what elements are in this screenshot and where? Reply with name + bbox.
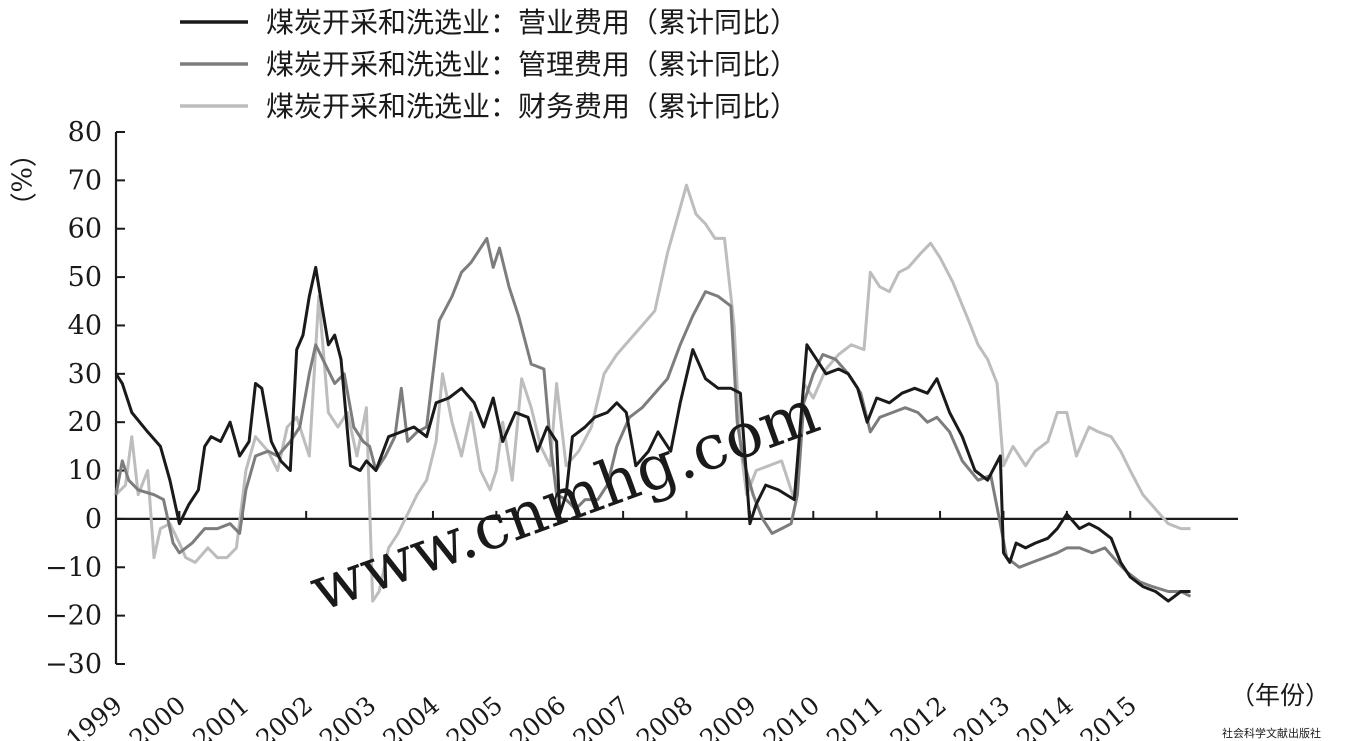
chart-legend: 煤炭开采和洗选业：营业费用（累计同比） 煤炭开采和洗选业：管理费用（累计同比） 煤炭… (180, 6, 798, 123)
x-tick-label: 2014 (1011, 690, 1078, 741)
publisher-mark: 社会科学文献出版社 (1222, 726, 1321, 740)
series-line-3 (114, 183, 1191, 603)
y-axis-unit: （%） (5, 140, 37, 220)
series-line-2 (114, 236, 1192, 598)
x-tick-label: 2002 (251, 690, 318, 741)
x-tick-label: 2009 (694, 690, 761, 741)
y-tick-label: 70 (68, 165, 102, 196)
y-tick-label: 80 (68, 117, 102, 148)
y-tick-label: −10 (45, 552, 102, 583)
x-tick-label: 2004 (377, 690, 444, 741)
x-tick-label: 2000 (124, 690, 191, 741)
y-tick-label: 10 (68, 456, 102, 487)
y-tick-label: 40 (68, 310, 102, 341)
y-tick-label: 60 (68, 214, 102, 245)
x-tick-label: 1999 (60, 690, 127, 741)
y-tick-label: 20 (68, 407, 102, 438)
x-tick-label: 2005 (441, 690, 508, 741)
x-tick-label: 2012 (885, 690, 952, 741)
x-tick-label: 2015 (1075, 690, 1142, 741)
y-axis: 80 70 60 50 40 30 20 10 0 −10 −20 −30 (45, 117, 125, 680)
legend-label: 煤炭开采和洗选业：管理费用（累计同比） (266, 48, 798, 81)
x-tick-label: 2007 (568, 690, 635, 741)
y-tick-label: 30 (68, 359, 102, 390)
x-axis-unit: （年份） (1230, 681, 1330, 710)
y-tick-label: −20 (45, 601, 102, 632)
x-tick-label: 2008 (631, 690, 698, 741)
y-tick-label: 50 (68, 262, 102, 293)
legend-label: 煤炭开采和洗选业：营业费用（累计同比） (266, 6, 798, 39)
x-tick-label: 2003 (314, 690, 381, 741)
x-tick-label: 2006 (504, 690, 571, 741)
y-tick-label: −30 (45, 649, 102, 680)
y-tick-label: 0 (85, 504, 102, 535)
legend-label: 煤炭开采和洗选业：财务费用（累计同比） (266, 90, 798, 123)
series-line-1 (114, 265, 1191, 603)
x-tick-label: 2011 (821, 690, 888, 741)
x-tick-label: 2013 (948, 690, 1015, 741)
series-lines (114, 183, 1192, 603)
x-tick-label: 2010 (758, 690, 825, 741)
x-tick-label: 2001 (187, 690, 254, 741)
